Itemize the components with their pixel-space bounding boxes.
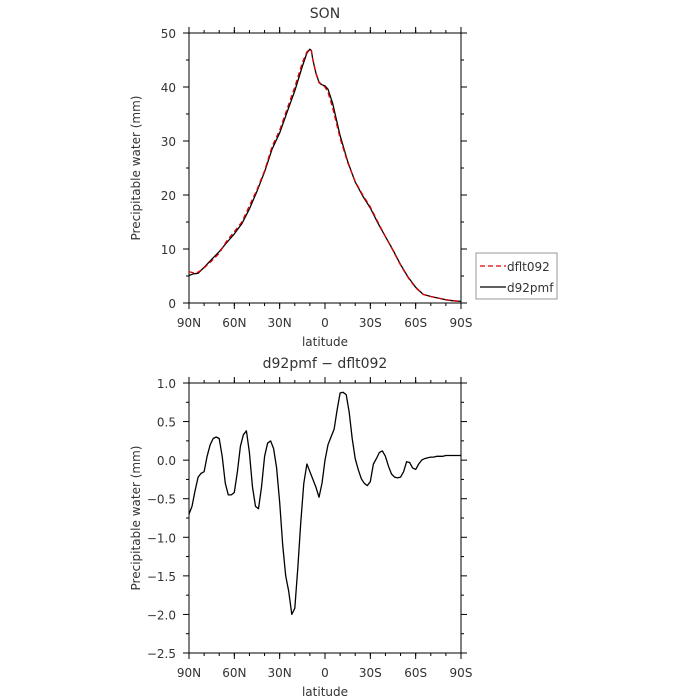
x-tick-label: 90N bbox=[177, 666, 201, 680]
legend-label-d92pmf: d92pmf bbox=[507, 281, 554, 295]
chart-title: SON bbox=[310, 6, 340, 22]
chart-title: d92pmf − dflt092 bbox=[263, 356, 388, 372]
y-axis-label: Precipitable water (mm) bbox=[129, 96, 143, 241]
x-tick-label: 30N bbox=[268, 316, 292, 330]
y-tick-label: 0.5 bbox=[157, 416, 176, 430]
x-axis-label: latitude bbox=[302, 335, 348, 349]
plot-2 bbox=[183, 377, 467, 659]
x-tick-label: 30S bbox=[359, 666, 382, 680]
y-tick-label: 30 bbox=[161, 135, 176, 149]
legend-label-dflt092: dflt092 bbox=[507, 260, 550, 274]
y-tick-label: 40 bbox=[161, 81, 176, 95]
x-tick-label: 60N bbox=[222, 316, 246, 330]
y-tick-label: −1.5 bbox=[147, 570, 176, 584]
x-axis-label: latitude bbox=[302, 685, 348, 699]
series-line-dflt092 bbox=[188, 48, 462, 303]
y-tick-label: −0.5 bbox=[147, 493, 176, 507]
y-tick-label: 0.0 bbox=[157, 454, 176, 468]
x-tick-label: 30N bbox=[268, 666, 292, 680]
x-tick-label: 30S bbox=[359, 316, 382, 330]
x-tick-label: 60S bbox=[404, 666, 427, 680]
x-tick-label: 0 bbox=[321, 316, 329, 330]
x-tick-label: 60S bbox=[404, 316, 427, 330]
series-line-difference bbox=[188, 391, 461, 616]
x-tick-label: 90S bbox=[450, 666, 473, 680]
y-tick-label: −1.0 bbox=[147, 531, 176, 545]
y-axis-label: Precipitable water (mm) bbox=[129, 446, 143, 591]
plot-frame bbox=[188, 32, 462, 304]
y-tick-label: 20 bbox=[161, 189, 176, 203]
y-tick-label: 0 bbox=[168, 297, 176, 311]
plot-frame bbox=[188, 382, 462, 654]
x-tick-label: 90S bbox=[450, 316, 473, 330]
legend-box bbox=[475, 252, 558, 300]
y-tick-label: −2.5 bbox=[147, 647, 176, 661]
plot-1 bbox=[183, 27, 558, 309]
y-tick-label: 10 bbox=[161, 243, 176, 257]
x-tick-label: 0 bbox=[321, 666, 329, 680]
x-tick-label: 90N bbox=[177, 316, 201, 330]
y-tick-label: −2.0 bbox=[147, 608, 176, 622]
x-tick-label: 60N bbox=[222, 666, 246, 680]
y-tick-label: 1.0 bbox=[157, 377, 176, 391]
y-tick-label: 50 bbox=[161, 27, 176, 41]
